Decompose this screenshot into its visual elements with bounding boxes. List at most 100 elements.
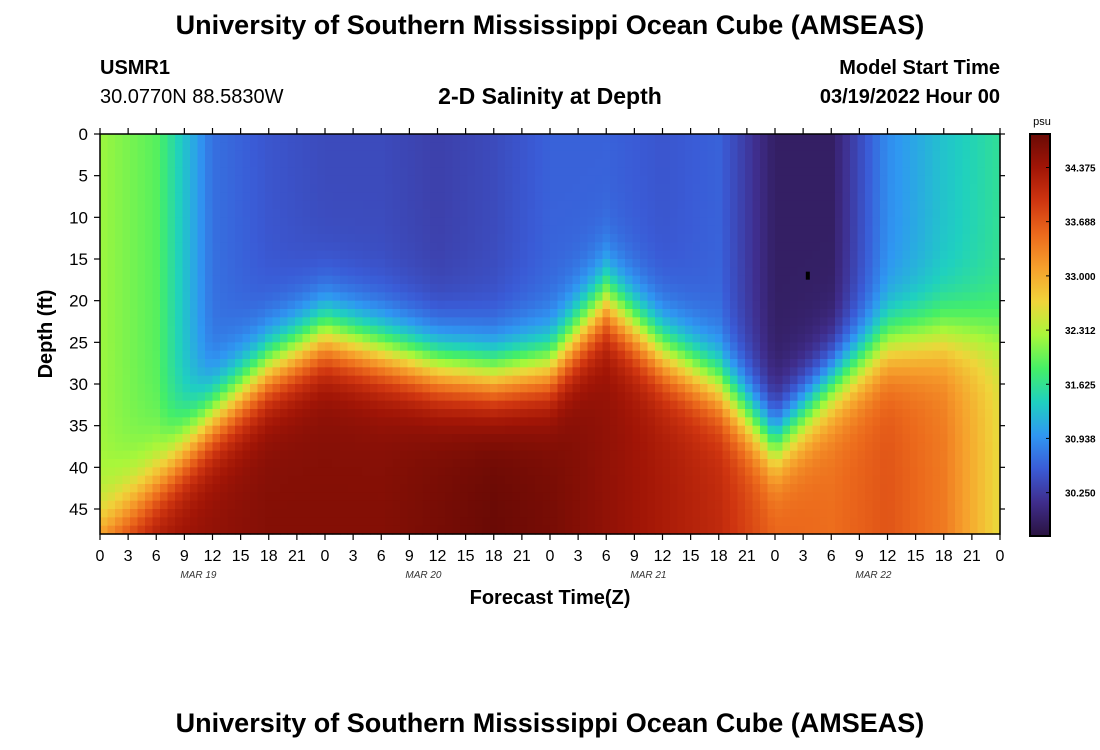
heatmap-cell: [295, 492, 304, 502]
heatmap-cell: [760, 525, 769, 535]
heatmap-cell: [610, 517, 619, 527]
heatmap-cell: [370, 317, 379, 327]
heatmap-cell: [107, 525, 116, 535]
heatmap-cell: [190, 342, 199, 352]
heatmap-cell: [107, 309, 116, 318]
heatmap-cell: [520, 184, 529, 193]
heatmap-cell: [782, 442, 791, 452]
heatmap-cell: [640, 384, 649, 393]
heatmap-cell: [670, 184, 679, 193]
heatmap-cell: [617, 234, 626, 243]
heatmap-cell: [272, 492, 281, 502]
heatmap-cell: [467, 325, 476, 335]
heatmap-cell: [835, 259, 844, 268]
heatmap-cell: [400, 492, 409, 502]
heatmap-cell: [385, 417, 394, 427]
heatmap-cell: [227, 367, 236, 377]
heatmap-cell: [370, 459, 379, 468]
heatmap-cell: [445, 259, 454, 268]
heatmap-cell: [797, 425, 806, 435]
heatmap-cell: [122, 217, 131, 227]
heatmap-cell: [445, 375, 454, 385]
heatmap-cell: [160, 150, 169, 160]
heatmap-cell: [662, 300, 671, 310]
heatmap-cell: [340, 484, 349, 493]
heatmap-cell: [782, 392, 791, 402]
heatmap-cell: [565, 350, 574, 360]
heatmap-cell: [550, 150, 559, 160]
heatmap-cell: [265, 225, 274, 235]
heatmap-cell: [707, 259, 716, 268]
heatmap-cell: [227, 359, 236, 368]
heatmap-cell: [767, 142, 776, 152]
heatmap-cell: [520, 284, 529, 293]
heatmap-cell: [272, 267, 281, 277]
heatmap-cell: [797, 167, 806, 177]
heatmap-cell: [572, 150, 581, 160]
heatmap-cell: [280, 359, 289, 368]
heatmap-cell: [820, 309, 829, 318]
heatmap-cell: [467, 234, 476, 243]
heatmap-cell: [610, 209, 619, 218]
heatmap-cell: [865, 525, 874, 535]
heatmap-cell: [265, 392, 274, 402]
heatmap-cell: [437, 317, 446, 327]
heatmap-cell: [722, 292, 731, 302]
heatmap-cell: [700, 259, 709, 268]
heatmap-cell: [415, 417, 424, 427]
heatmap-cell: [835, 525, 844, 535]
heatmap-cell: [625, 400, 634, 410]
heatmap-cell: [325, 400, 334, 410]
heatmap-cell: [617, 417, 626, 427]
heatmap-cell: [407, 434, 416, 443]
heatmap-cell: [392, 250, 401, 260]
heatmap-cell: [370, 434, 379, 443]
heatmap-cell: [535, 392, 544, 402]
heatmap-cell: [550, 200, 559, 210]
heatmap-cell: [152, 475, 161, 485]
heatmap-cell: [737, 234, 746, 243]
heatmap-cell: [640, 325, 649, 335]
heatmap-cell: [325, 509, 334, 518]
heatmap-cell: [745, 367, 754, 377]
heatmap-cell: [550, 300, 559, 310]
heatmap-cell: [707, 300, 716, 310]
heatmap-cell: [167, 400, 176, 410]
heatmap-cell: [662, 525, 671, 535]
heatmap-cell: [715, 342, 724, 352]
heatmap-cell: [640, 442, 649, 452]
heatmap-cell: [122, 442, 131, 452]
heatmap-cell: [557, 350, 566, 360]
heatmap-cell: [205, 350, 214, 360]
heatmap-cell: [152, 317, 161, 327]
heatmap-cell: [385, 442, 394, 452]
heatmap-cell: [317, 292, 326, 302]
heatmap-cell: [265, 375, 274, 385]
heatmap-cell: [190, 425, 199, 435]
heatmap-cell: [407, 425, 416, 435]
heatmap-cell: [167, 150, 176, 160]
heatmap-cell: [460, 200, 469, 210]
heatmap-cell: [662, 342, 671, 352]
heatmap-cell: [152, 375, 161, 385]
heatmap-cell: [865, 425, 874, 435]
heatmap-cell: [235, 467, 244, 477]
heatmap-cell: [617, 375, 626, 385]
heatmap-cell: [280, 484, 289, 493]
heatmap-cell: [295, 309, 304, 318]
heatmap-cell: [437, 375, 446, 385]
heatmap-cell: [385, 200, 394, 210]
heatmap-cell: [782, 250, 791, 260]
heatmap-cell: [182, 217, 191, 227]
heatmap-cell: [512, 150, 521, 160]
heatmap-cell: [122, 175, 131, 185]
heatmap-cell: [625, 459, 634, 468]
heatmap-cell: [100, 167, 109, 177]
heatmap-cell: [152, 167, 161, 177]
heatmap-cell: [835, 425, 844, 435]
heatmap-cell: [175, 142, 184, 152]
heatmap-cell: [175, 525, 184, 535]
heatmap-cell: [542, 309, 551, 318]
heatmap-cell: [115, 309, 124, 318]
heatmap-cell: [820, 300, 829, 310]
